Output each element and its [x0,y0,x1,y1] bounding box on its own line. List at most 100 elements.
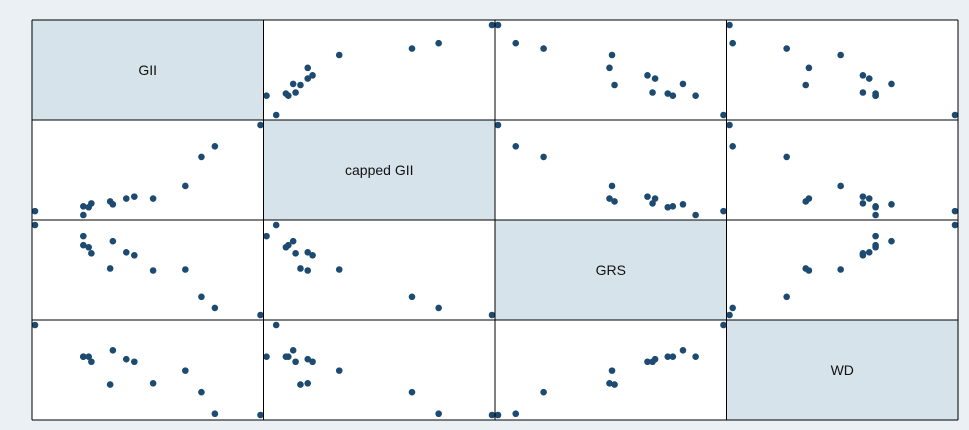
point [669,353,677,360]
point [435,39,442,47]
point [282,353,290,360]
point [282,243,290,251]
point [494,411,502,419]
point [272,221,280,229]
point [805,267,813,274]
point [85,353,92,360]
variable-label: WD [830,362,854,378]
point [540,388,547,396]
point [304,75,312,82]
point [726,121,733,129]
point [512,410,520,418]
point [651,75,659,82]
point [606,64,613,72]
point [872,232,879,240]
point [608,367,616,374]
point [859,89,867,96]
point [304,64,312,72]
point [31,207,39,215]
point [494,21,502,29]
point [692,211,699,219]
point [131,358,138,366]
point [31,221,39,229]
point [131,193,138,200]
point [611,381,618,388]
point [309,252,316,259]
point [272,321,280,329]
point [109,237,117,245]
point [297,265,304,272]
point [257,311,264,319]
point [297,81,304,89]
point [802,81,810,89]
point [131,252,138,259]
point [309,72,316,79]
point [149,195,157,202]
point [692,92,699,100]
point [865,195,873,202]
point [644,193,651,200]
point [606,195,613,202]
point [211,142,219,150]
point [85,243,92,251]
point [679,201,687,208]
point [488,21,496,29]
point [644,72,651,79]
variable-label: GRS [595,262,626,278]
point [664,353,672,360]
point [435,410,442,418]
point [408,45,416,52]
point [805,195,813,202]
point [606,380,613,387]
point [720,207,727,215]
point [182,182,189,190]
point [805,64,813,72]
point [488,411,496,419]
point [263,232,270,240]
point [512,39,520,47]
point [729,304,736,312]
point [292,358,299,366]
variable-label: capped GII [345,162,414,178]
point [122,195,130,202]
point [122,355,130,363]
point [872,90,879,97]
point [31,321,39,329]
point [335,51,343,59]
point [182,367,189,374]
point [198,293,205,301]
point [720,321,727,329]
point [304,355,312,363]
point [669,202,677,210]
point [304,267,312,274]
point [651,355,659,363]
point [149,267,157,274]
point [211,304,219,312]
point [644,358,651,366]
point [80,241,87,249]
point [488,311,496,319]
point [872,211,879,219]
point [106,198,114,205]
point [88,358,95,366]
point [198,153,205,161]
point [783,45,790,52]
point [309,358,316,366]
point [289,80,297,88]
diagonal-cell [495,220,727,320]
point [198,388,205,396]
point [80,353,87,360]
point [872,203,879,211]
point [888,237,895,245]
point [664,90,672,97]
point [837,51,844,59]
point [494,121,502,129]
point [106,381,114,388]
point [282,90,290,97]
point [289,237,297,245]
point [664,203,672,211]
point [608,182,616,190]
point [85,203,92,211]
point [292,250,299,257]
